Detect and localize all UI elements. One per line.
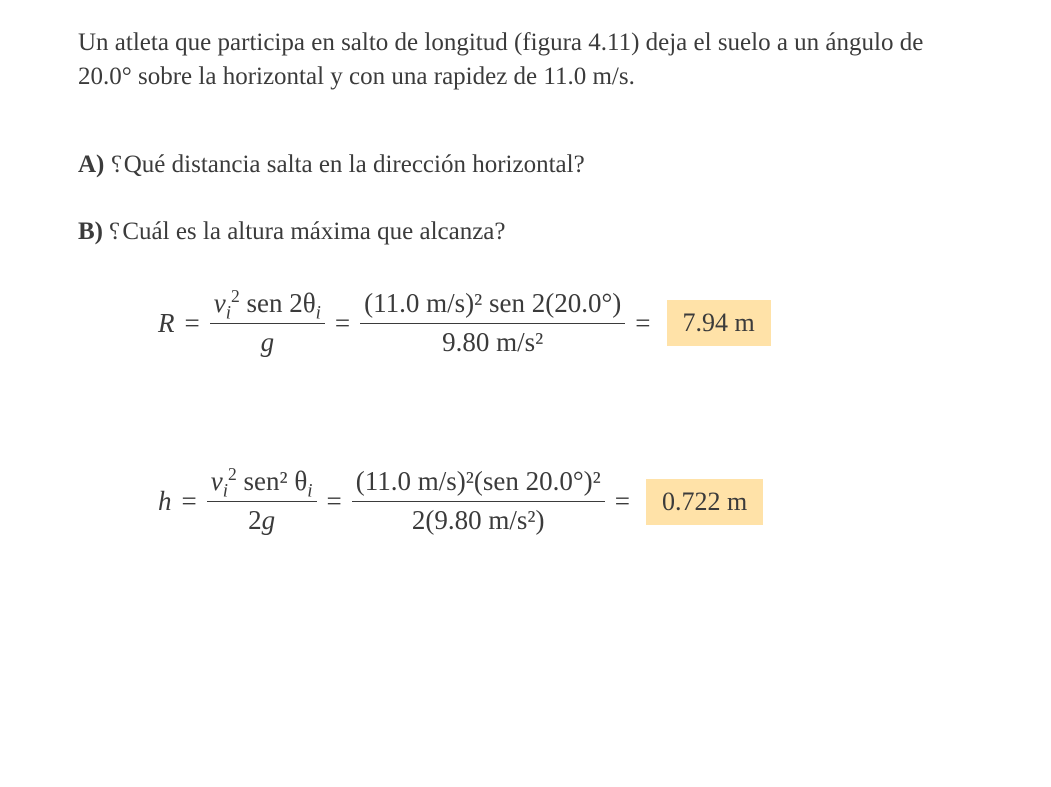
eq-r-symbolic-fraction: vi2 sen 2θi g — [210, 289, 325, 357]
eq-r-val-den: 9.80 m/s² — [438, 328, 547, 358]
eq-r-value-fraction: (11.0 m/s)² sen 2(20.0°) 9.80 m/s² — [360, 289, 625, 357]
eq-r-var-v: v — [214, 288, 226, 318]
eq-h-val-num: (11.0 m/s)²(sen 20.0°)² — [352, 467, 605, 497]
inverted-question-mark-icon: ? — [111, 148, 122, 182]
question-a: A) ?Qué distancia salta en la dirección … — [78, 148, 973, 182]
equation-range: R = vi2 sen 2θi g = (11.0 m/s)² sen 2(20… — [158, 289, 973, 357]
equals-sign: = — [605, 486, 640, 517]
eq-h-symbolic-fraction: vi2 sen² θi 2g — [207, 467, 317, 535]
equals-sign: = — [325, 308, 360, 339]
equation-height: h = vi2 sen² θi 2g = (11.0 m/s)²(sen 20.… — [158, 467, 973, 535]
eq-r-sym-den: g — [257, 328, 279, 358]
equals-sign: = — [172, 486, 207, 517]
eq-r-sym-num: vi2 sen 2θi — [210, 289, 325, 319]
equals-sign: = — [625, 308, 660, 339]
eq-h-var-v: v — [211, 466, 223, 496]
eq-h-sym-num-rest: sen² θ — [237, 466, 308, 496]
eq-r-lhs: R — [158, 308, 175, 339]
eq-h-value-fraction: (11.0 m/s)²(sen 20.0°)² 2(9.80 m/s²) — [352, 467, 605, 535]
eq-h-val-den: 2(9.80 m/s²) — [408, 506, 549, 536]
question-b-label: B) — [78, 218, 103, 245]
eq-h-lhs: h — [158, 486, 172, 517]
eq-r-sym-num-rest: sen 2θ — [240, 288, 316, 318]
inverted-question-mark-icon: ? — [109, 215, 120, 249]
question-a-text: Qué distancia salta en la dirección hori… — [124, 151, 585, 178]
eq-r-result: 7.94 m — [667, 300, 771, 346]
intro-text: Un atleta que participa en salto de long… — [78, 26, 973, 94]
eq-h-result: 0.722 m — [646, 479, 763, 525]
eq-h-sym-num: vi2 sen² θi — [207, 467, 317, 497]
question-b: B) ?Cuál es la altura máxima que alcanza… — [78, 215, 973, 249]
question-a-label: A) — [78, 151, 104, 178]
equals-sign: = — [175, 308, 210, 339]
equals-sign: = — [317, 486, 352, 517]
eq-h-sym-den: 2g — [244, 506, 279, 536]
question-b-text: Cuál es la altura máxima que alcanza? — [122, 218, 505, 245]
eq-r-val-num: (11.0 m/s)² sen 2(20.0°) — [360, 289, 625, 319]
